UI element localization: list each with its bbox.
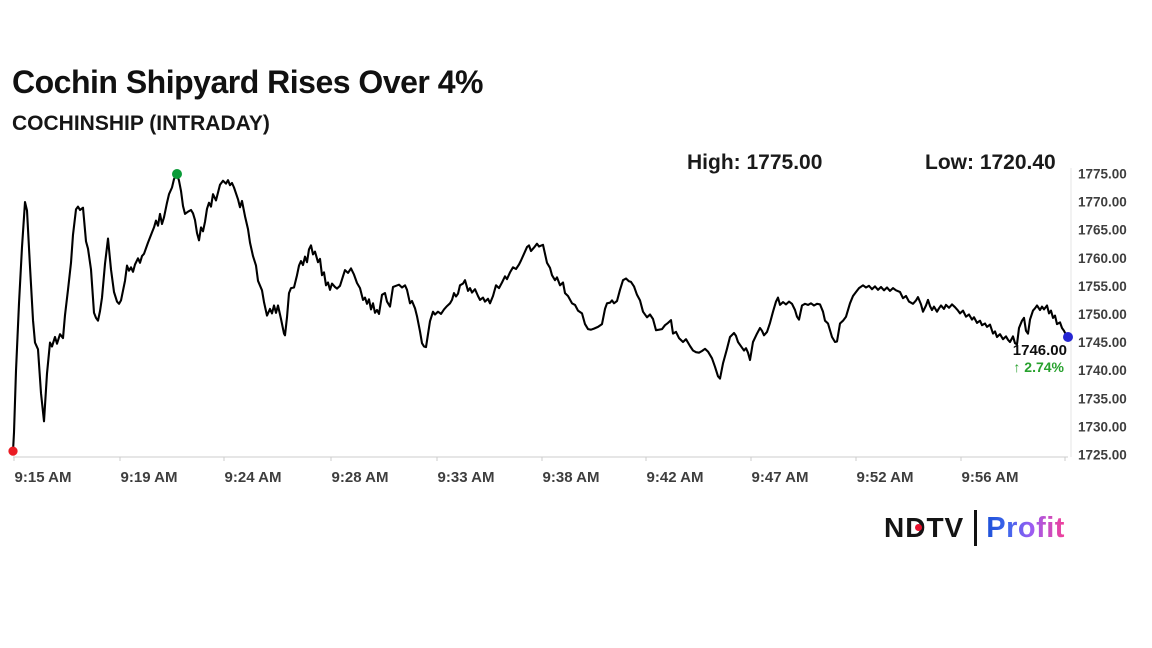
price-line <box>11 172 1070 453</box>
x-tick-label: 9:42 AM <box>647 469 704 486</box>
logo-separator-bar <box>974 510 978 546</box>
profit-wordmark: Profit <box>986 511 1065 544</box>
last-price-label: 1746.00 <box>1012 342 1067 359</box>
y-tick-label: 1745.00 <box>1078 335 1127 350</box>
symbol-subtitle: COCHINSHIP (INTRADAY) <box>12 112 270 135</box>
x-tick-label: 9:19 AM <box>121 469 178 486</box>
y-tick-label: 1740.00 <box>1078 363 1127 378</box>
x-tick-label: 9:38 AM <box>543 469 600 486</box>
low-value-label: Low: 1720.40 <box>925 151 1056 174</box>
y-tick-label: 1760.00 <box>1078 251 1127 266</box>
y-tick-label: 1735.00 <box>1078 391 1127 406</box>
last-trade-marker <box>1063 332 1073 342</box>
ndtv-wordmark: NDTV <box>884 512 965 543</box>
session-start-marker <box>8 446 18 456</box>
y-tick-label: 1750.00 <box>1078 307 1127 322</box>
session-high-marker <box>172 169 182 179</box>
x-axis-ticks <box>13 457 1066 461</box>
x-tick-label: 9:56 AM <box>962 469 1019 486</box>
x-tick-label: 9:33 AM <box>438 469 495 486</box>
y-tick-label: 1775.00 <box>1078 167 1127 182</box>
x-tick-label: 9:15 AM <box>15 469 72 486</box>
ndtv-red-dot-icon <box>915 524 922 531</box>
ndtv-logo-text: NDTV <box>884 512 964 544</box>
page-title: Cochin Shipyard Rises Over 4% <box>12 64 484 100</box>
x-tick-label: 9:52 AM <box>857 469 914 486</box>
y-tick-label: 1730.00 <box>1078 419 1127 434</box>
x-tick-label: 9:24 AM <box>225 469 282 486</box>
y-axis-labels: 1775.00 1770.00 1765.00 1760.00 1755.00 1750.… <box>1078 167 1127 463</box>
x-tick-label: 9:47 AM <box>752 469 809 486</box>
y-tick-label: 1725.00 <box>1078 448 1127 463</box>
high-value-label: High: 1775.00 <box>687 151 823 174</box>
x-axis-labels: 9:15 AM 9:19 AM 9:24 AM 9:28 AM 9:33 AM 9:38 … <box>15 469 1019 486</box>
change-percent-label: ↑ 2.74% <box>1013 359 1064 375</box>
y-tick-label: 1755.00 <box>1078 279 1127 294</box>
x-tick-label: 9:28 AM <box>332 469 389 486</box>
y-tick-label: 1765.00 <box>1078 223 1127 238</box>
ndtv-profit-logo: NDTV Profit <box>884 508 1065 548</box>
y-tick-label: 1770.00 <box>1078 195 1127 210</box>
